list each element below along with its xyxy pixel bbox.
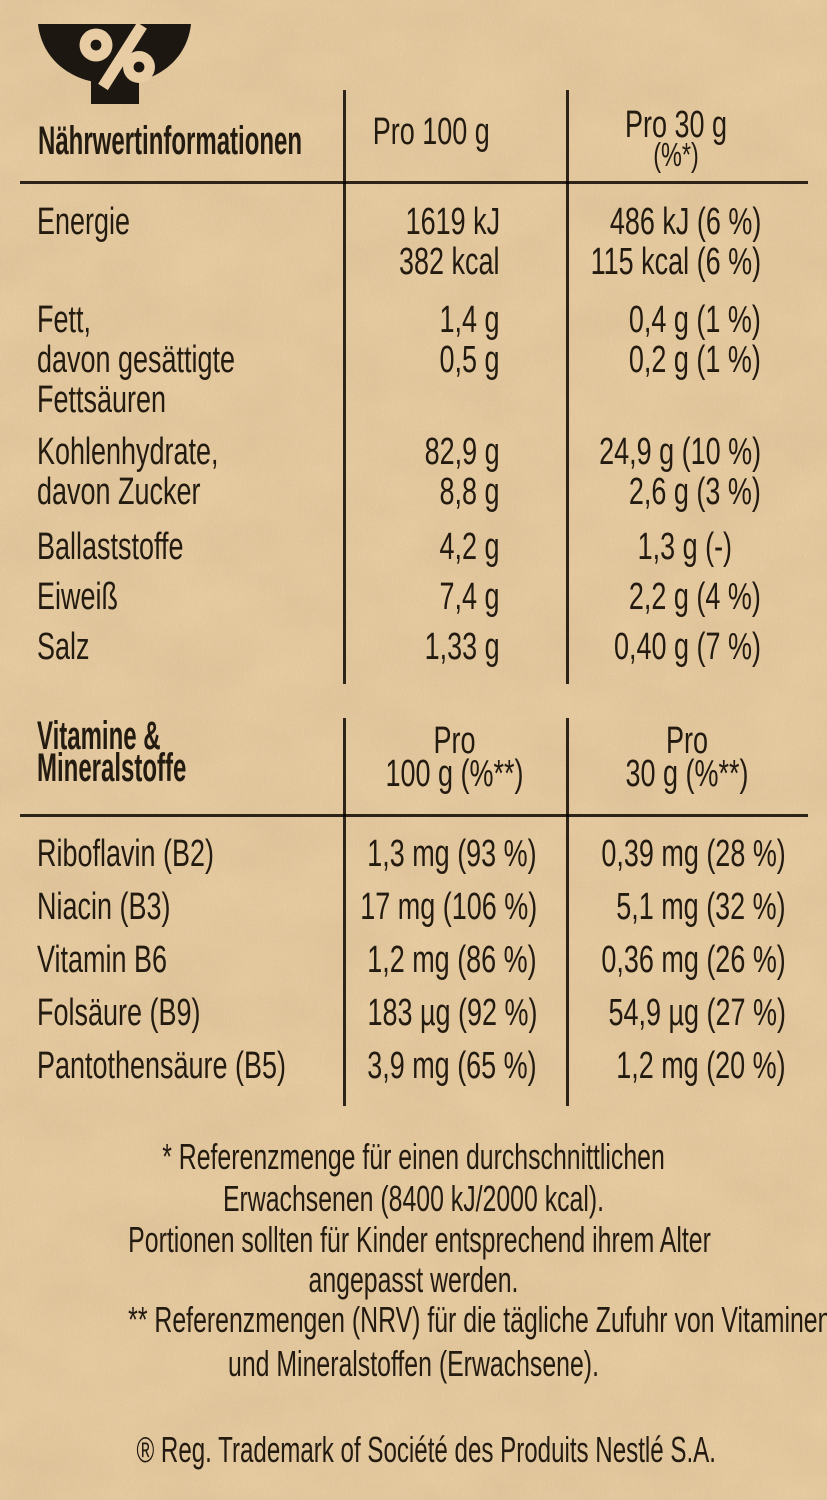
footnote-line: ** Referenzmengen (NRV) für die tägliche… — [128, 1299, 827, 1340]
vitamin-label: Niacin (B3) — [37, 886, 171, 928]
per30-value: 24,9 g (10 %) — [599, 431, 761, 473]
vitamins-column-divider-1 — [343, 718, 346, 1106]
vitamin-label: Pantothensäure (B5) — [37, 1045, 286, 1087]
per30-value: 1,2 mg (20 %) — [616, 1045, 786, 1087]
vitamins-column-header-per100-unit: 100 g (%**) — [385, 753, 524, 795]
nutrient-label: Energie — [37, 201, 130, 243]
per30-value: 0,2 g (1 %) — [629, 339, 761, 381]
footnote-line: Erwachsenen (8400 kJ/2000 kcal). — [222, 1178, 605, 1219]
nutrient-label: Salz — [37, 626, 90, 668]
column-header-per100: Pro 100 g — [372, 111, 490, 153]
per30-value: 0,36 mg (26 %) — [601, 939, 786, 981]
per100-value: 183 µg (92 %) — [366, 992, 537, 1034]
vitamin-label: Riboflavin (B2) — [37, 833, 214, 875]
vitamins-column-divider-2 — [566, 718, 569, 1106]
trademark-line: ® Reg. Trademark of Société des Produits… — [136, 1429, 716, 1470]
footnote-line: * Referenzmenge für einen durchschnittli… — [162, 1136, 665, 1177]
column-header-per30-unit: (%*) — [653, 136, 699, 173]
per100-value: 17 mg (106 %) — [360, 886, 537, 928]
footnote-line: Portionen sollten für Kinder entsprechen… — [128, 1219, 711, 1260]
per100-value: 1,33 g — [424, 626, 500, 668]
table-title: Nährwertinformationen — [38, 119, 303, 163]
per30-value: 2,2 g (4 %) — [629, 576, 761, 618]
vitamins-header-rule — [20, 814, 808, 817]
percent-bowl-icon — [38, 22, 191, 104]
per30-value: 54,9 µg (27 %) — [608, 992, 786, 1034]
column-divider-2 — [566, 90, 569, 684]
per30-value: 0,40 g (7 %) — [614, 626, 761, 668]
per30-value: 0,4 g (1 %) — [629, 299, 761, 341]
per100-value: 0,5 g — [439, 339, 500, 381]
per100-value: 8,8 g — [439, 471, 500, 513]
per30-value: 1,3 g (-) — [637, 526, 732, 568]
nutrient-label: Kohlenhydrate, — [37, 431, 219, 473]
per30-value: 5,1 mg (32 %) — [616, 886, 786, 928]
footnote-line: angepasst werden. — [308, 1259, 519, 1300]
per100-value: 1,3 mg (93 %) — [367, 833, 537, 875]
nutrient-label: Ballaststoffe — [37, 526, 184, 568]
vitamin-label: Folsäure (B9) — [37, 992, 201, 1034]
vitamin-label: Vitamin B6 — [37, 939, 167, 981]
per100-value: 1619 kJ — [405, 201, 500, 243]
per100-value: 7,4 g — [439, 576, 500, 618]
header-rule — [20, 181, 808, 184]
nutrient-label: Eiweiß — [37, 576, 118, 618]
per100-value: 1,4 g — [439, 299, 500, 341]
per100-value: 382 kcal — [399, 241, 500, 283]
vitamins-column-header-per30: Pro — [665, 720, 708, 762]
vitamins-title: Vitamine & — [37, 714, 161, 758]
nutrient-label: davon Zucker — [37, 471, 201, 513]
per30-value: 486 kJ (6 %) — [609, 201, 761, 243]
per100-value: 3,9 mg (65 %) — [367, 1045, 537, 1087]
vitamins-column-header-per30-unit: 30 g (%**) — [625, 753, 749, 795]
per100-value: 4,2 g — [439, 526, 500, 568]
per30-value: 115 kcal (6 %) — [590, 241, 761, 283]
column-divider-1 — [343, 90, 346, 684]
per100-value: 82,9 g — [424, 431, 500, 473]
nutrient-label: Fettsäuren — [37, 379, 166, 421]
vitamins-title: Mineralstoffe — [37, 746, 187, 790]
column-header-per30: Pro 30 g — [625, 104, 727, 146]
vitamins-column-header-per100: Pro — [433, 720, 476, 762]
nutrient-label: davon gesättigte — [37, 339, 236, 381]
per100-value: 1,2 mg (86 %) — [367, 939, 537, 981]
nutrient-label: Fett, — [37, 299, 91, 341]
footnote-line: und Mineralstoffen (Erwachsene). — [228, 1343, 599, 1384]
per30-value: 2,6 g (3 %) — [629, 471, 761, 513]
per30-value: 0,39 mg (28 %) — [601, 833, 786, 875]
